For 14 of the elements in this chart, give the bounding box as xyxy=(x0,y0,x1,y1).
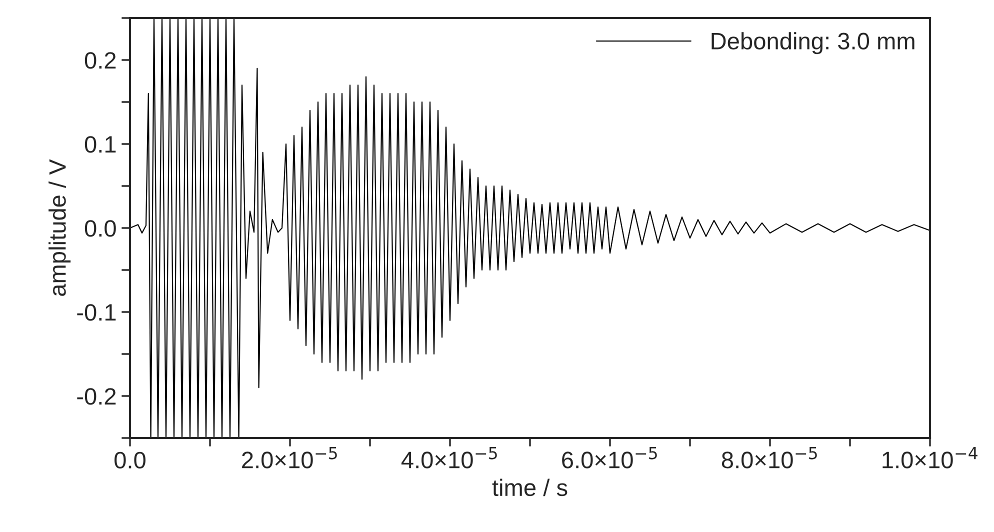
y-tick-label: -0.2 xyxy=(77,388,116,405)
y-tick-label: -0.1 xyxy=(77,304,116,321)
x-tick-label: 8.0×10$^{−5}$ xyxy=(722,447,817,468)
x-tick-label: 0.0 xyxy=(114,452,146,469)
legend-label: Debonding: 3.0 mm xyxy=(712,32,914,54)
y-tick-label: 0.2 xyxy=(84,52,116,69)
y-tick-label: 0.1 xyxy=(84,136,116,153)
x-tick-label: 4.0×10$^{−5}$ xyxy=(401,447,497,468)
y-axis-title: amplitude / V xyxy=(48,159,71,296)
x-axis-title: time / s xyxy=(492,478,568,496)
x-tick-label: 2.0×10$^{−5}$ xyxy=(242,447,337,468)
x-tick-label: 6.0×10$^{−5}$ xyxy=(562,447,657,468)
y-tick-label: 0.0 xyxy=(84,220,116,237)
x-tick-label: 1.0×10$^{−4}$ xyxy=(882,447,978,468)
